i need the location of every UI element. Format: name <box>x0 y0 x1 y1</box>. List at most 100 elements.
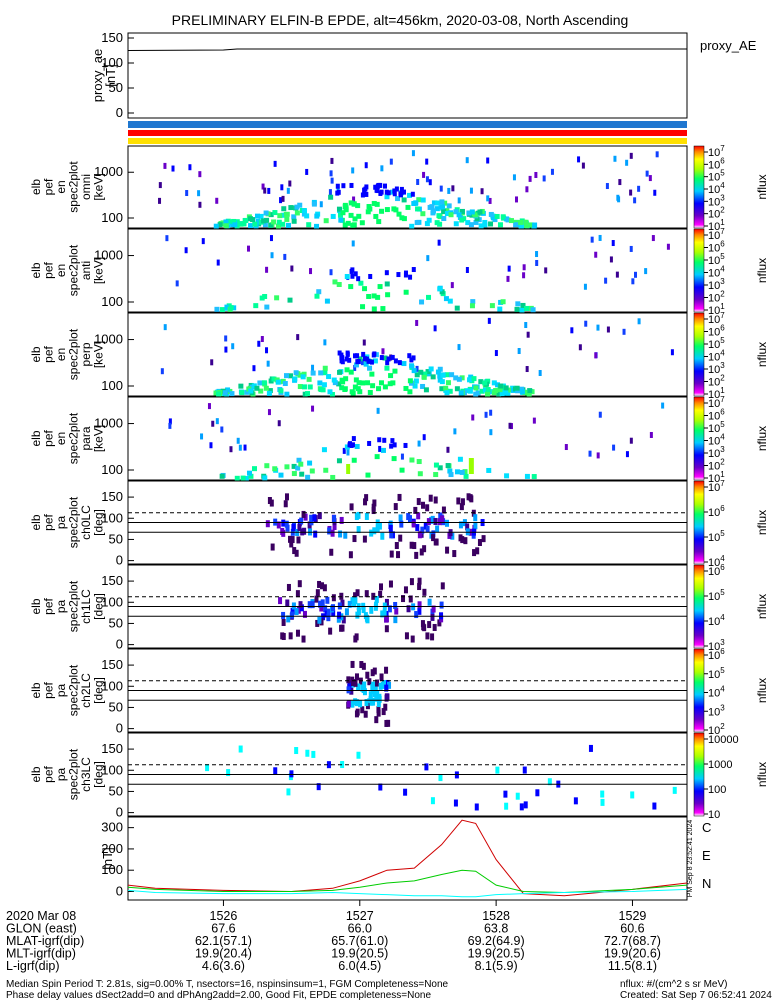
spec-cell <box>358 700 363 708</box>
spec-cell <box>416 512 421 520</box>
spec-cell <box>330 474 336 480</box>
para-cells <box>168 402 665 481</box>
spec-cell <box>411 368 417 374</box>
spec-cell <box>477 539 482 547</box>
spec-cell <box>532 417 536 424</box>
spec-cell <box>380 165 384 172</box>
spec-cell <box>459 217 465 223</box>
spec-cell <box>376 700 381 708</box>
spec-cell <box>268 212 274 218</box>
spec-cell <box>224 346 228 353</box>
spec-cell <box>507 265 511 272</box>
spec-cell <box>437 366 443 372</box>
spec-cell <box>515 196 519 203</box>
spec-cell <box>276 219 282 225</box>
spec-cell <box>488 211 494 217</box>
spec-cell <box>424 221 430 227</box>
spec-cell <box>209 442 213 449</box>
spec-cell <box>339 624 344 632</box>
ch2LC-panel: 150100500elbpefpaspec2plotch2LC[deg]1061… <box>29 647 769 737</box>
spec-cell <box>435 525 440 533</box>
spec-cell <box>331 609 336 617</box>
spec-cell <box>425 504 430 512</box>
spec-cell <box>297 580 302 588</box>
panel-ylabel-line: elb <box>29 430 43 446</box>
spec-cell <box>506 275 510 282</box>
spec-cell <box>277 420 281 427</box>
spec-cell <box>633 197 637 204</box>
spec-cell <box>629 189 633 196</box>
spec-cell <box>353 377 359 383</box>
spec-cell <box>417 607 422 615</box>
spec-cell <box>306 222 312 228</box>
colorbar-label: nflux <box>755 258 769 283</box>
spec-cell <box>348 551 353 559</box>
spec-cell <box>494 213 500 219</box>
fgm-frame <box>127 816 688 901</box>
spec-cell <box>288 632 293 640</box>
spec-cell <box>338 530 343 538</box>
colorbar-tick-label: 10000 <box>708 734 739 746</box>
footer-row-value: 19.9(20.4) <box>195 947 252 961</box>
spec-cell <box>346 700 351 708</box>
spec-cell <box>219 307 225 313</box>
spec-cell <box>470 299 476 305</box>
spec-cell <box>382 609 387 617</box>
spec-cell <box>284 520 289 528</box>
spec-cell <box>295 629 300 637</box>
spec-cell <box>445 519 450 527</box>
spec-cell <box>409 541 414 549</box>
spec-cell <box>339 613 344 621</box>
spec-cell <box>392 368 398 374</box>
ytick-label: 150 <box>101 30 123 45</box>
spec-cell <box>442 200 448 206</box>
ytick-label: 50 <box>109 783 123 798</box>
spec-cell <box>314 223 320 229</box>
spec-cell <box>421 501 426 509</box>
spec-cell <box>605 183 609 190</box>
panel-ylabel-line: pef <box>42 597 56 614</box>
spec-cell <box>340 761 345 769</box>
spec-cell <box>396 272 401 278</box>
spec-cell <box>467 377 473 383</box>
spec-cell <box>428 366 434 372</box>
spec-cell <box>534 171 538 178</box>
spec-cell <box>345 350 350 356</box>
panel-ylabel-line: en <box>54 180 68 193</box>
omni-frame <box>127 145 688 229</box>
spec-cell <box>369 359 374 365</box>
spec-cell <box>323 605 328 613</box>
spec-cell <box>360 304 366 310</box>
spec-cell <box>397 360 402 366</box>
spec-cell <box>252 466 258 472</box>
colorbar-tick-label: 103 <box>708 445 725 460</box>
spec-cell <box>364 590 369 598</box>
spec-cell <box>530 307 536 313</box>
spec-cell <box>443 296 449 302</box>
spec-cell <box>389 354 393 361</box>
spec-cell <box>430 613 435 621</box>
spec-cell <box>350 390 356 396</box>
spec-cell <box>198 201 202 208</box>
spec-cell <box>564 444 568 451</box>
spec-cell <box>163 324 167 331</box>
footer-row-value: 8.1(5.9) <box>475 959 518 973</box>
spec-cell <box>588 450 592 457</box>
ch0LC-colorbar: 107 106 105 104 nflux <box>693 479 769 569</box>
spec-cell <box>375 525 380 533</box>
spec-cell <box>298 461 304 467</box>
colorbar-tick-label: 107 <box>708 395 725 410</box>
proxy-ae-yunit: [nT] <box>103 64 118 86</box>
spec-cell <box>477 209 483 215</box>
spec-cell <box>637 318 641 325</box>
spec-cell <box>231 305 237 311</box>
spec-cell <box>213 390 219 396</box>
ch1LC-colorbar: 106 105 104 103 nflux <box>693 563 769 653</box>
spec-cell <box>238 745 243 753</box>
spec-cell <box>363 710 368 718</box>
spec-cell <box>340 599 345 607</box>
spec-cell <box>401 361 407 367</box>
spec-cell <box>405 204 411 210</box>
spec-cell <box>303 513 308 521</box>
